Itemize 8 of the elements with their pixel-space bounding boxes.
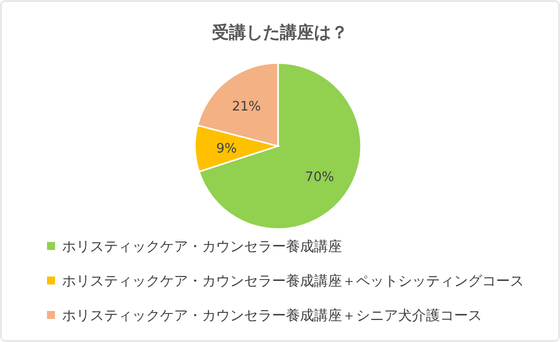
data-label: 9% bbox=[216, 142, 237, 157]
chart-title: 受講した講座は？ bbox=[212, 23, 348, 43]
data-label: 21% bbox=[232, 99, 261, 114]
legend-label: ホリスティックケア・カウンセラー養成講座＋ペットシッティングコース bbox=[62, 274, 524, 290]
data-label: 70% bbox=[305, 170, 334, 186]
pie-slice bbox=[198, 62, 362, 230]
legend-label: ホリスティックケア・カウンセラー養成講座 bbox=[62, 239, 342, 255]
legend-label: ホリスティックケア・カウンセラー養成講座＋シニア犬介護コース bbox=[62, 308, 482, 324]
